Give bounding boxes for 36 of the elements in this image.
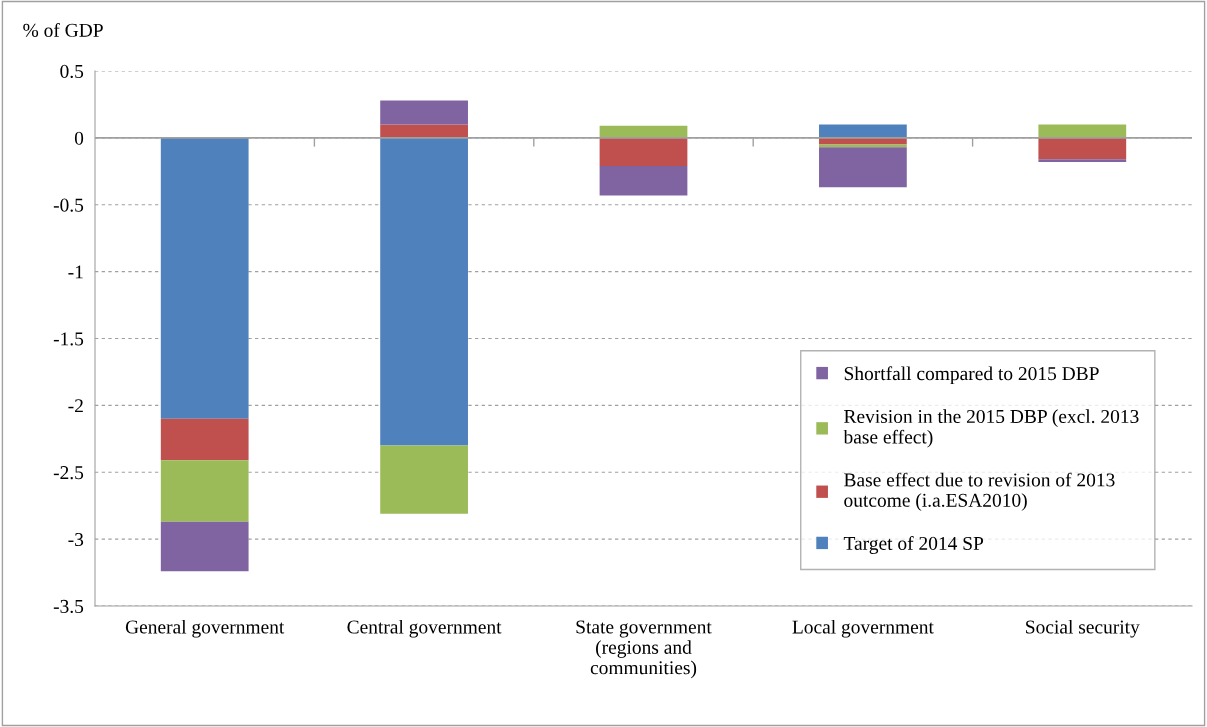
bar <box>380 137 468 446</box>
x-tick-label: Local government <box>792 619 934 638</box>
bar <box>160 137 249 419</box>
legend-label: Shortfall compared to 2015 DBP <box>844 366 1099 385</box>
bar <box>599 137 688 166</box>
y-tick-label: 0.5 <box>60 64 84 79</box>
bar <box>599 165 688 196</box>
bar <box>160 418 249 461</box>
bar <box>380 100 468 125</box>
bar <box>1038 137 1127 160</box>
legend-label: Base effect due to revision of 2013 outcome (i.a.ESA2010) <box>844 472 1115 511</box>
bar <box>1038 124 1127 138</box>
y-tick-label: -1.5 <box>53 332 84 346</box>
y-tick-label: -2.5 <box>53 466 84 480</box>
x-tick-label: State government (regions and communities) <box>576 620 712 679</box>
bar <box>380 445 468 514</box>
bar <box>1038 159 1127 162</box>
bar <box>819 147 907 188</box>
y-tick-label: -2 <box>68 399 83 413</box>
bar <box>819 124 907 138</box>
y-tick-label: -3.5 <box>53 599 84 614</box>
bar <box>380 124 468 138</box>
y-tick-label: -0.5 <box>53 198 84 212</box>
bar <box>819 137 907 145</box>
x-tick-label: Central government <box>347 619 502 638</box>
bar <box>599 125 688 138</box>
bar <box>160 521 249 572</box>
legend-label: Target of 2014 SP <box>843 536 984 554</box>
legend-label: Revision in the 2015 DBP (excl. 2013 base effect) <box>843 409 1139 448</box>
x-tick-label: General government <box>125 619 285 638</box>
y-tick-label: -3 <box>68 533 84 547</box>
y-axis-title: % of GDP <box>23 22 103 37</box>
bar <box>160 460 249 522</box>
x-tick-label: Social security <box>1026 619 1140 638</box>
y-tick-label: -1 <box>68 265 83 279</box>
y-tick-label: 0 <box>74 131 84 145</box>
